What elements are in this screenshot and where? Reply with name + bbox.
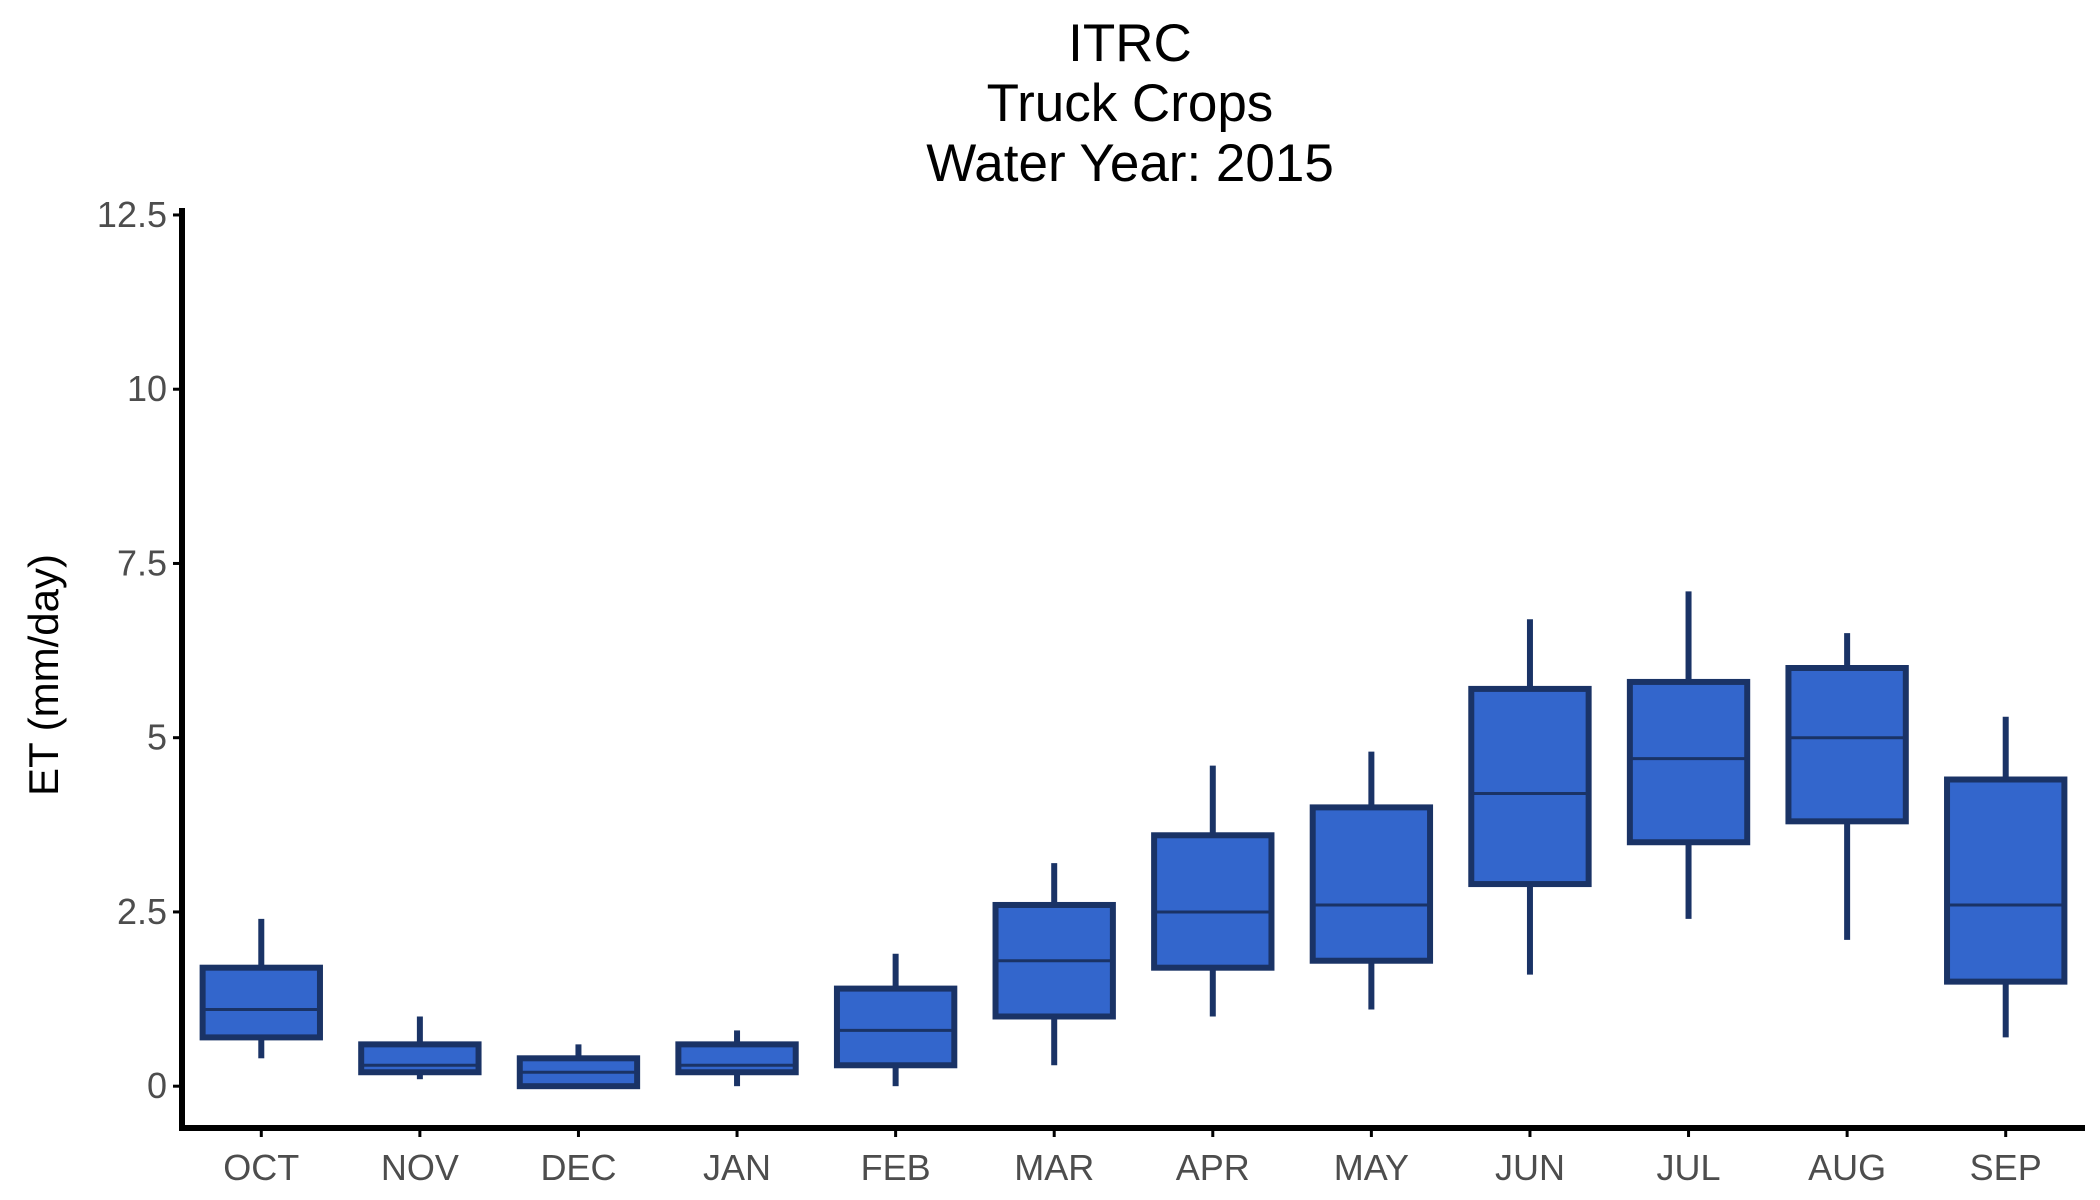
box-apr (1151, 765, 1275, 1017)
x-tick-label-mar: MAR (1014, 1147, 1094, 1188)
x-tick-label-jan: JAN (703, 1147, 771, 1188)
x-axis-ticks: OCT NOV DEC JAN FEB MAR APR MAY JUN JUL AUG SEP (223, 1128, 2042, 1188)
x-tick-label-aug: AUG (1808, 1147, 1886, 1188)
y-tick-label: 5 (147, 717, 167, 758)
box-aug (1785, 633, 1909, 940)
x-tick-label-dec: DEC (540, 1147, 616, 1188)
y-tick-label: 0 (147, 1065, 167, 1106)
box-rect-apr (1151, 832, 1275, 971)
y-tick-label: 12.5 (97, 194, 167, 235)
chart-title-line-2: Truck Crops (987, 74, 1274, 133)
box-layer (199, 591, 2068, 1090)
chart-title-line-1: ITRC (1068, 14, 1192, 73)
y-axis-ticks: 0 2.5 5 7.5 10 12.5 (97, 194, 182, 1106)
box-dec (516, 1044, 641, 1090)
box-jul (1626, 591, 1751, 919)
x-tick-label-apr: APR (1176, 1147, 1250, 1188)
box-oct (199, 918, 323, 1059)
x-tick-label-may: MAY (1334, 1147, 1409, 1188)
chart-title-line-3: Water Year: 2015 (926, 134, 1334, 193)
y-tick-label: 10 (127, 368, 167, 409)
box-nov (358, 1016, 482, 1080)
box-rect-may (1309, 804, 1434, 964)
y-tick-label: 2.5 (117, 891, 167, 932)
y-tick-label: 7.5 (117, 542, 167, 583)
box-rect-sep (1944, 776, 2068, 985)
x-tick-label-oct: OCT (223, 1147, 299, 1188)
box-rect-oct (199, 964, 323, 1041)
box-may (1309, 751, 1434, 1010)
y-axis-title: ET (mm/day) (20, 554, 67, 796)
x-tick-label-feb: FEB (861, 1147, 931, 1188)
box-rect-jul (1626, 678, 1751, 846)
x-tick-label-jul: JUL (1657, 1147, 1721, 1188)
box-rect-aug (1785, 665, 1909, 825)
x-tick-label-nov: NOV (381, 1147, 459, 1188)
x-tick-label-jun: JUN (1495, 1147, 1565, 1188)
box-mar (992, 863, 1116, 1066)
box-jan (675, 1030, 799, 1087)
box-rect-jun (1468, 685, 1592, 888)
box-jun (1468, 619, 1592, 975)
chart-title: ITRC Truck Crops Water Year: 2015 (926, 14, 1334, 193)
box-rect-jan (675, 1041, 799, 1076)
box-sep (1944, 716, 2068, 1038)
box-rect-nov (358, 1041, 482, 1076)
x-tick-label-sep: SEP (1970, 1147, 2042, 1188)
box-feb (833, 953, 958, 1087)
box-rect-feb (833, 985, 958, 1069)
